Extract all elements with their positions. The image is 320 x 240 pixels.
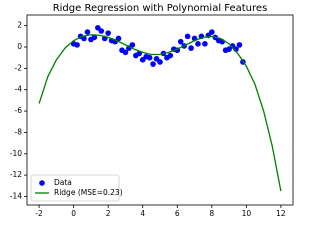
data-point <box>98 28 105 34</box>
data-point <box>146 54 153 61</box>
line <box>38 34 282 192</box>
x-tick-label: 8 <box>209 209 214 218</box>
y-tick-label: 0 <box>17 42 22 51</box>
y-tick-label: -2 <box>15 63 23 72</box>
data-point <box>177 38 184 45</box>
y-tick-label: -12 <box>10 170 22 179</box>
data-point <box>157 59 163 65</box>
data-point <box>129 42 136 48</box>
legend-label: Data <box>54 178 72 187</box>
x-tick-label: -2 <box>35 209 43 218</box>
data-point <box>195 41 201 47</box>
legend-label: Ridge (MSE=0.23) <box>54 188 123 197</box>
y-tick-label: -10 <box>10 149 22 158</box>
chart: Ridge Regression with Polynomial Feature… <box>10 3 294 218</box>
x-tick-label: 4 <box>140 209 145 218</box>
x-tick-label: 0 <box>71 209 76 218</box>
plot-frame <box>26 14 294 206</box>
x-tick-label: 2 <box>106 209 111 218</box>
data-point <box>91 34 98 41</box>
y-tick-label: -8 <box>15 127 23 136</box>
data-point <box>74 42 80 48</box>
y-tick-label: 2 <box>17 21 22 30</box>
data-point <box>188 45 194 51</box>
data-point <box>115 35 122 42</box>
data-point <box>81 35 87 42</box>
y-tick-label: -14 <box>10 191 22 200</box>
data-point <box>236 42 243 48</box>
y-tick-label: -4 <box>15 85 23 94</box>
x-tick-label: 12 <box>276 209 286 218</box>
legend-box <box>30 174 120 202</box>
data-point <box>105 30 111 36</box>
data-point <box>184 33 191 40</box>
data-point <box>209 29 215 35</box>
x-tick-label: 10 <box>242 209 252 218</box>
data-point <box>150 61 156 67</box>
data-point <box>202 41 208 47</box>
data-point <box>167 52 174 59</box>
chart-title: Ridge Regression with Polynomial Feature… <box>53 3 268 14</box>
y-tick-label: -6 <box>15 106 23 115</box>
legend-swatch <box>39 180 45 186</box>
data-point <box>122 49 129 56</box>
data-point <box>84 29 91 35</box>
x-tick-label: 6 <box>175 209 180 218</box>
